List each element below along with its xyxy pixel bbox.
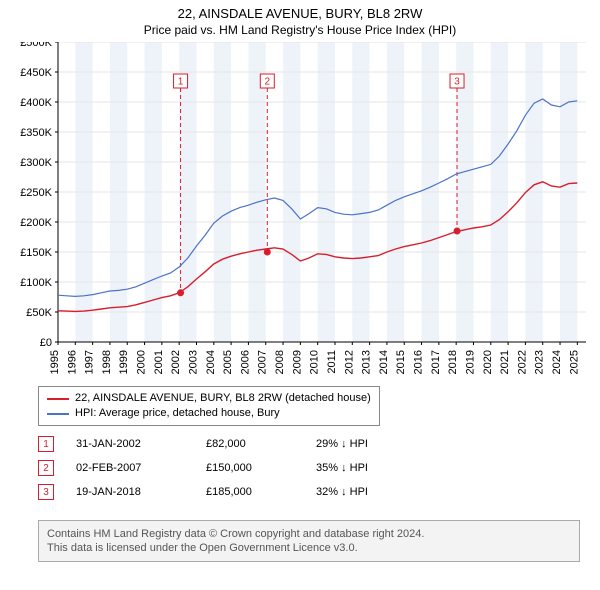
footer-line-1: Contains HM Land Registry data © Crown c… <box>47 527 571 541</box>
sale-date: 02-FEB-2007 <box>76 462 206 474</box>
sale-marker-icon: 3 <box>38 484 54 500</box>
svg-text:£100K: £100K <box>20 277 52 289</box>
svg-text:2001: 2001 <box>153 350 165 374</box>
svg-text:£200K: £200K <box>20 217 52 229</box>
sale-date: 19-JAN-2018 <box>76 486 206 498</box>
svg-text:2011: 2011 <box>326 350 338 374</box>
price-chart: £0 £50K £100K £150K £200K £250K £300K £350K £400… <box>10 42 590 377</box>
chart-legend: 22, AINSDALE AVENUE, BURY, BL8 2RW (deta… <box>38 386 380 426</box>
svg-text:£450K: £450K <box>20 67 52 79</box>
svg-text:1999: 1999 <box>118 350 130 374</box>
sale-price: £150,000 <box>206 462 316 474</box>
svg-text:2007: 2007 <box>257 350 269 374</box>
svg-text:2004: 2004 <box>205 350 217 374</box>
sale-hpi-delta: 29% ↓ HPI <box>316 438 416 450</box>
sale-price: £82,000 <box>206 438 316 450</box>
svg-text:2003: 2003 <box>187 350 199 374</box>
svg-text:2006: 2006 <box>239 350 251 374</box>
svg-text:2019: 2019 <box>464 350 476 374</box>
svg-text:2023: 2023 <box>534 350 546 374</box>
sale-hpi-delta: 35% ↓ HPI <box>316 462 416 474</box>
svg-text:£0: £0 <box>40 337 52 349</box>
sales-row: 3 19-JAN-2018£185,00032% ↓ HPI <box>38 480 416 504</box>
legend-label: 22, AINSDALE AVENUE, BURY, BL8 2RW (deta… <box>75 391 371 406</box>
legend-row: HPI: Average price, detached house, Bury <box>47 406 371 421</box>
chart-title: 22, AINSDALE AVENUE, BURY, BL8 2RW <box>0 0 600 21</box>
svg-text:2018: 2018 <box>447 350 459 374</box>
sale-hpi-delta: 32% ↓ HPI <box>316 486 416 498</box>
data-attribution-footer: Contains HM Land Registry data © Crown c… <box>38 520 580 562</box>
sales-row: 1 31-JAN-2002£82,00029% ↓ HPI <box>38 432 416 456</box>
svg-text:2009: 2009 <box>291 350 303 374</box>
svg-text:2013: 2013 <box>361 350 373 374</box>
svg-text:1995: 1995 <box>49 350 61 374</box>
svg-text:2005: 2005 <box>222 350 234 374</box>
svg-text:2000: 2000 <box>136 350 148 374</box>
footer-line-2: This data is licensed under the Open Gov… <box>47 541 571 555</box>
chart-subtitle: Price paid vs. HM Land Registry's House … <box>0 21 600 43</box>
svg-text:£350K: £350K <box>20 127 52 139</box>
sale-marker-icon: 2 <box>38 460 54 476</box>
svg-text:1998: 1998 <box>101 350 113 374</box>
svg-text:2002: 2002 <box>170 350 182 374</box>
svg-text:£300K: £300K <box>20 157 52 169</box>
svg-text:2008: 2008 <box>274 350 286 374</box>
sale-price: £185,000 <box>206 486 316 498</box>
svg-text:2022: 2022 <box>516 350 528 374</box>
svg-text:2014: 2014 <box>378 350 390 374</box>
svg-text:1996: 1996 <box>66 350 78 374</box>
svg-text:2024: 2024 <box>551 350 563 374</box>
svg-text:2015: 2015 <box>395 350 407 374</box>
svg-text:1: 1 <box>178 77 184 88</box>
legend-label: HPI: Average price, detached house, Bury <box>75 406 280 421</box>
svg-text:£50K: £50K <box>26 307 52 319</box>
legend-row: 22, AINSDALE AVENUE, BURY, BL8 2RW (deta… <box>47 391 371 406</box>
svg-text:£400K: £400K <box>20 97 52 109</box>
sales-table: 1 31-JAN-2002£82,00029% ↓ HPI 2 02-FEB-2007… <box>38 432 416 504</box>
svg-text:2010: 2010 <box>309 350 321 374</box>
svg-text:£150K: £150K <box>20 247 52 259</box>
svg-text:2025: 2025 <box>568 350 580 374</box>
legend-swatch <box>47 413 69 415</box>
svg-text:2016: 2016 <box>413 350 425 374</box>
svg-text:2020: 2020 <box>482 350 494 374</box>
svg-text:2017: 2017 <box>430 350 442 374</box>
sale-date: 31-JAN-2002 <box>76 438 206 450</box>
svg-text:3: 3 <box>454 77 460 88</box>
legend-swatch <box>47 398 69 400</box>
svg-text:£500K: £500K <box>20 42 52 49</box>
svg-text:1997: 1997 <box>84 350 96 374</box>
svg-text:2: 2 <box>265 77 271 88</box>
svg-text:£250K: £250K <box>20 187 52 199</box>
svg-text:2021: 2021 <box>499 350 511 374</box>
svg-text:2012: 2012 <box>343 350 355 374</box>
sale-marker-icon: 1 <box>38 436 54 452</box>
sales-row: 2 02-FEB-2007£150,00035% ↓ HPI <box>38 456 416 480</box>
